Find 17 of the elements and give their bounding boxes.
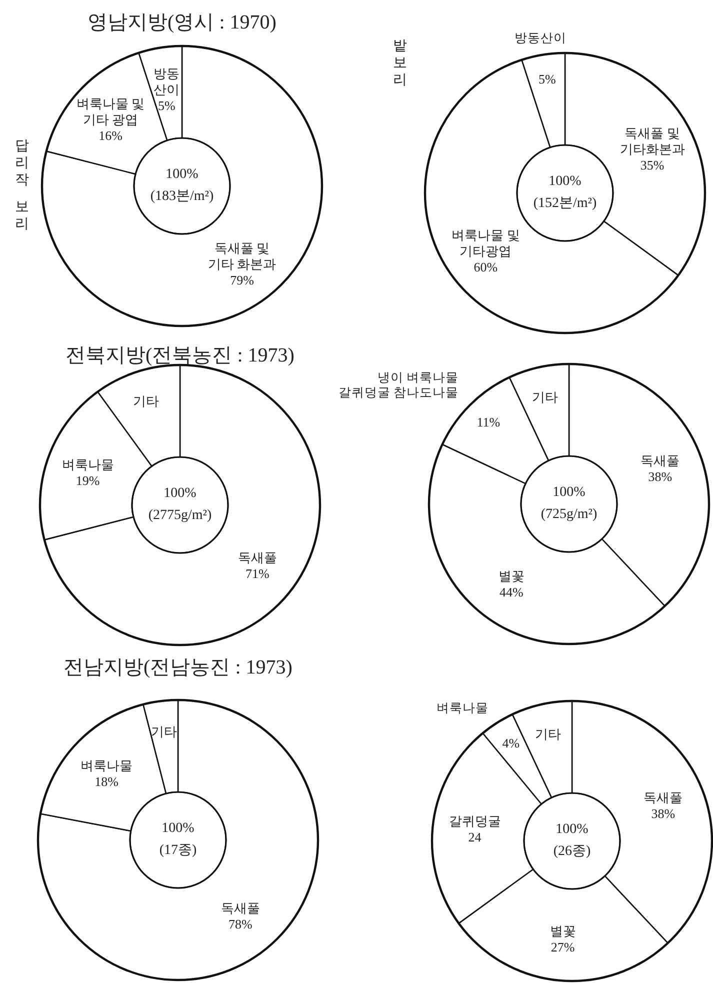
text: (183본/m²) [150, 189, 214, 204]
text: 100% [556, 822, 589, 838]
chart-title: 전북지방(전북농진 : 1973) [66, 344, 294, 367]
text: (2775g/m²) [148, 508, 212, 524]
chart-title: 영남지방(영시 : 1970) [88, 12, 276, 34]
text: (152본/m²) [533, 196, 597, 212]
text: 100% [552, 485, 586, 500]
text: 100% [162, 821, 195, 836]
side-label: 밭보리 [393, 39, 407, 88]
text: (26종) [553, 844, 591, 860]
text: 100% [548, 174, 582, 190]
side-label: 답리작 보리 [15, 139, 29, 232]
text: 100% [166, 167, 199, 182]
text: 100% [164, 486, 197, 502]
text: (17종) [159, 843, 197, 858]
text: (725g/m²) [540, 507, 598, 522]
chart-title: 전남지방(전남농진 : 1973) [64, 656, 292, 679]
